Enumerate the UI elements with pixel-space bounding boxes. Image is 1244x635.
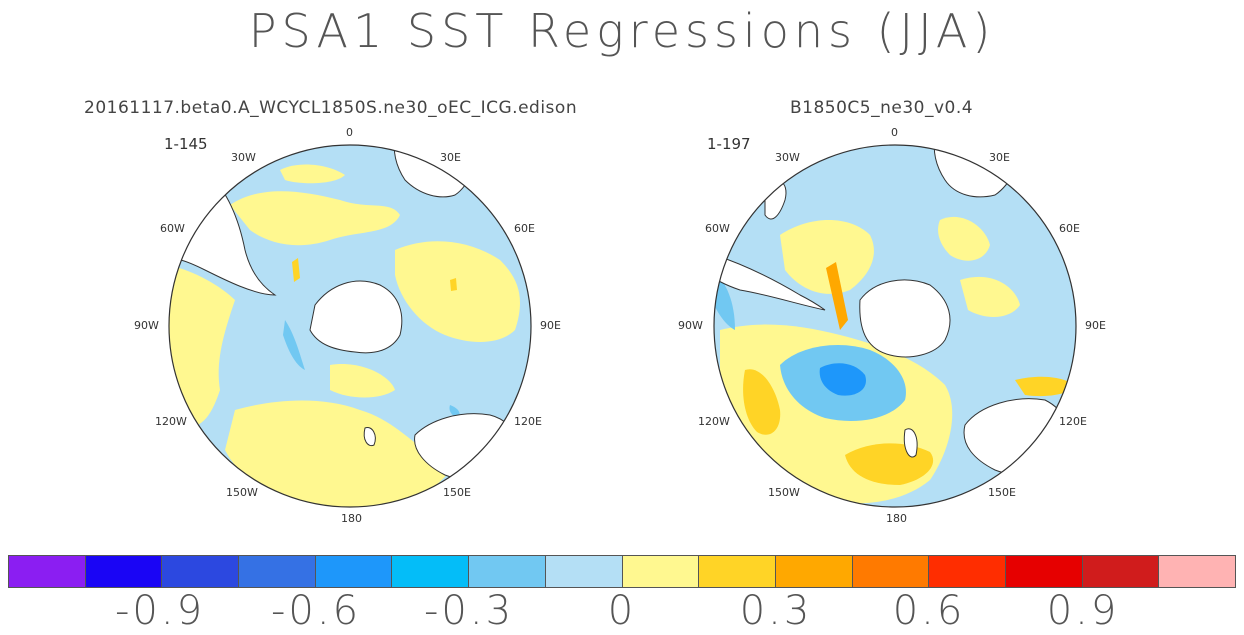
new-zealand-landmass [903,428,918,458]
lon-label-90w: 90W [134,319,159,332]
lon-label-90e: 90E [540,319,561,332]
positive-anomaly-region [225,400,450,507]
colorbar-swatch [929,556,1006,587]
lon-label-180: 180 [341,512,362,525]
lon-label-120e: 120E [1059,415,1087,428]
panel-2-subtitle: 1-197 [707,135,751,153]
colorbar-swatch [699,556,776,587]
positive-anomaly-region [780,220,874,294]
colorbar-swatch [1005,556,1083,587]
antarctica-landmass [309,280,403,354]
lon-label-180: 180 [886,512,907,525]
positive-anomaly-region [230,191,400,246]
lon-label-60w: 60W [160,222,185,235]
lon-label-30w: 30W [775,151,800,164]
lon-label-120w: 120W [155,415,187,428]
colorbar-swatch [315,556,393,587]
colorbar-swatch [622,556,700,587]
positive-anomaly-region [395,241,520,342]
new-zealand-landmass [363,426,376,447]
antarctica-landmass [859,279,951,358]
colorbar-label: 0.3 [739,588,813,634]
lon-label-90e: 90E [1085,319,1106,332]
colorbar-swatch [392,556,470,587]
colorbar-swatch [775,556,853,587]
lon-label-30w: 30W [231,151,256,164]
colorbar-label: 0.6 [892,588,966,634]
lon-label-30e: 30E [440,151,461,164]
lon-label-90w: 90W [678,319,703,332]
lon-label-0: 0 [346,126,353,139]
lon-label-150e: 150E [443,486,471,499]
map-panel-2 [713,144,1077,508]
lon-label-120w: 120W [698,415,730,428]
positive-anomaly-region [280,164,345,184]
lon-label-120e: 120E [514,415,542,428]
figure-title: PSA1 SST Regressions (JJA) [248,4,996,58]
colorbar-label: -0.6 [270,588,362,634]
mod-positive-spot [450,278,457,291]
lon-label-150w: 150W [768,486,800,499]
lon-label-30e: 30E [989,151,1010,164]
colorbar-label: 0.9 [1046,588,1120,634]
mod-positive-region [743,369,781,435]
lon-label-150w: 150W [226,486,258,499]
lon-label-150e: 150E [988,486,1016,499]
panel-1-title: 20161117.beta0.A_WCYCL1850S.ne30_oEC_ICG… [84,98,578,118]
colorbar-swatch [239,556,316,587]
colorbar-swatch [545,556,623,587]
panel-2-title: B1850C5_ne30_v0.4 [790,98,974,118]
colorbar-label: -0.3 [423,588,515,634]
colorbar-swatch [1159,556,1235,587]
colorbar [8,555,1236,588]
colorbar-swatch [852,556,930,587]
lon-label-0: 0 [891,126,898,139]
lon-labels-panel-2: 0 30E 60E 90E 120E 150E 180 150W 120W 90… [678,126,1106,525]
colorbar-swatch [1082,556,1160,587]
colorbar-swatch [9,556,86,587]
map-boundary [168,144,532,508]
south-america-landmass [714,254,826,311]
map-boundary [713,144,1077,508]
mod-negative-region [819,363,866,396]
colorbar-swatch [85,556,163,587]
positive-anomaly-region [938,216,990,261]
negative-anomaly-region [283,320,305,370]
lon-label-60e: 60E [514,222,535,235]
positive-anomaly-region [330,364,395,398]
mod-positive-spot [292,258,300,282]
colorbar-label: 0 [607,588,637,634]
strong-positive-streak [826,262,848,330]
positive-anomaly-region [960,276,1020,317]
mod-positive-region [1015,376,1075,397]
map-panel-1 [168,144,532,508]
lon-labels-panel-1: 0 30E 60E 90E 120E 150E 180 150W 120W 90… [134,126,561,525]
colorbar-swatch [162,556,240,587]
lon-label-60w: 60W [705,222,730,235]
colorbar-label: -0.9 [114,588,206,634]
panel-1-subtitle: 1-145 [164,135,208,153]
colorbar-swatch [469,556,546,587]
lon-label-60e: 60E [1059,222,1080,235]
